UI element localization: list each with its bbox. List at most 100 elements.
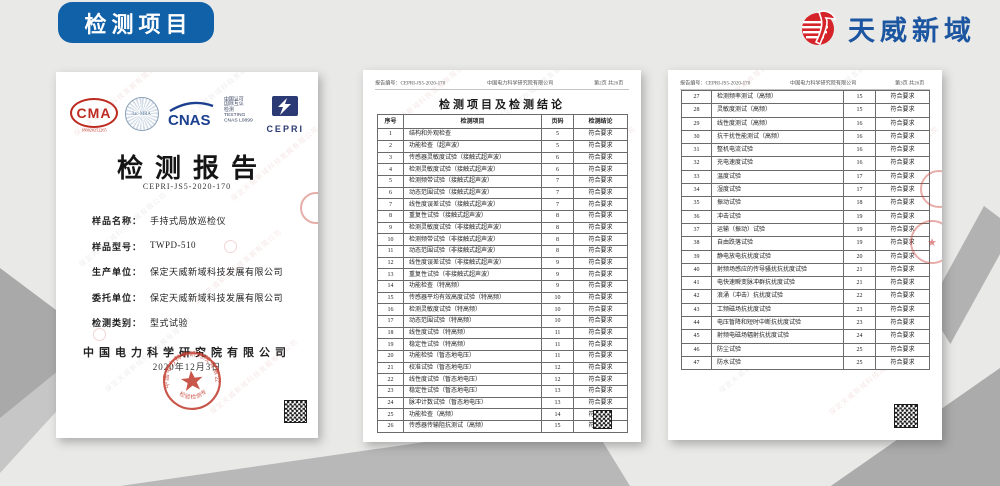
table-cell: 脉冲计数试验（暂态地电压） <box>403 396 542 410</box>
table-cell: 5 <box>541 128 574 141</box>
table-cell: 33 <box>681 169 712 185</box>
col-header-no: 序号 <box>377 113 404 130</box>
table-cell: 8 <box>541 233 574 247</box>
table-cell: 运输（振动）试验 <box>711 222 844 238</box>
paging-seal-icon <box>300 192 318 224</box>
table-cell: 37 <box>681 222 712 238</box>
table-cell: 35 <box>681 196 712 211</box>
table-cell: 动态范围试验（非接触式超声波） <box>403 245 542 258</box>
table-cell: 线性度试验（暂态地电压） <box>403 373 542 387</box>
field-value: 手持式局放巡检仪 <box>150 216 227 226</box>
table-cell: 38 <box>681 236 712 251</box>
table-cell: 抗干扰性能测试（高频） <box>711 129 844 145</box>
table-cell: 25 <box>843 342 876 357</box>
table-cell: 工频磁场抗扰度试验 <box>711 302 844 318</box>
table-row: 5 检测频带试验（接触式超声波） 7 符合要求 <box>377 174 628 188</box>
accred-line: CNAS L0899 <box>223 118 253 124</box>
table-cell: 符合要求 <box>875 316 930 331</box>
table-cell: 11 <box>541 338 574 352</box>
table-cell: 符合要求 <box>573 268 628 282</box>
field-label: 生产单位： <box>92 267 143 277</box>
table-cell: 重复性试验（接触式超声波） <box>403 210 542 223</box>
table-row: 10 检测频带试验（非接触式超声波） 8 符合要求 <box>377 233 628 247</box>
brand-name: 天威新域 <box>848 15 976 46</box>
official-stamp-icon: 中国电力科学研究院有限公司 检验检测专用章 <box>158 347 223 410</box>
cma-logo: CMA 180020252265 <box>70 98 118 134</box>
field-label: 样品型号： <box>92 241 143 252</box>
table-row: 3 传感器灵敏度试验（接触式超声波） 6 符合要求 <box>377 151 628 165</box>
table-cell: 符合要求 <box>573 396 628 410</box>
table-row: 36 冲击试验 19 符合要求 <box>681 209 930 224</box>
table-cell: 24 <box>843 329 876 344</box>
accreditation-text: 中国认可 国际互认 检测 TESTING CNAS L0899 <box>224 97 254 124</box>
table-row: 1 结构和外观检查 5 符合要求 <box>377 128 628 141</box>
table-cell: 8 <box>377 210 404 223</box>
table-cell: 静电放电抗扰度试验 <box>711 249 844 264</box>
table-cell: 15 <box>843 103 876 118</box>
field-value: 型式试验 <box>150 318 189 328</box>
header-page-info: 第3页 共26页 <box>895 81 925 87</box>
ilac-mra-text: ilac-MRA <box>131 111 152 117</box>
table-cell: 整机电流试验 <box>711 143 844 158</box>
table-cell: 充电速度试验 <box>711 156 844 171</box>
table-cell: 31 <box>681 143 712 158</box>
table-cell: 4 <box>377 163 404 176</box>
table-cell: 21 <box>843 262 876 278</box>
table-cell: 符合要求 <box>573 280 628 293</box>
table-row: 6 动态范围试验（接触式超声波） 7 符合要求 <box>377 186 628 200</box>
accred-line: TESTING <box>223 112 246 118</box>
table-row: 38 自由跌落试验 19 符合要求 <box>681 236 930 251</box>
table-cell: 射频电磁场辐射抗扰度试验 <box>711 329 844 344</box>
cnas-text: CNAS <box>168 112 211 129</box>
table-cell: 11 <box>541 350 574 363</box>
table-cell: 30 <box>681 129 712 145</box>
field-row: 样品型号： TWPD-510 <box>92 240 292 253</box>
table-row: 28 灵敏度测试（高频） 15 符合要求 <box>681 103 930 118</box>
table-cell: 10 <box>541 315 574 328</box>
field-row: 生产单位： 保定天威新域科技发展有限公司 <box>92 265 292 278</box>
report-cover-page: 保定天威新域科技发展有限公司 保定天威新域科技发展有限公司 保定天威新域科技发展有限… <box>56 72 318 438</box>
table-cell: 18 <box>377 326 404 340</box>
field-row: 检测类别： 型式试验 <box>92 316 292 329</box>
table-cell: 符合要求 <box>875 276 930 291</box>
table-cell: 线性度误差试验（接触式超声波） <box>403 198 542 211</box>
table-cell: 检测频率测试（高频） <box>711 89 844 105</box>
page-header: 报告编号：CEPRI-JS5-2020-170 中国电力科学研究院有限公司 第3… <box>680 78 930 90</box>
table-cell: 射频场感应的传导骚扰抗扰度试验 <box>711 262 844 278</box>
table-cell: 符合要求 <box>573 186 628 200</box>
report-title: 检测报告 <box>116 154 269 183</box>
table-cell: 符合要求 <box>573 338 628 352</box>
table-row: 39 静电放电抗扰度试验 20 符合要求 <box>681 249 930 264</box>
table-cell: 29 <box>681 116 712 131</box>
table-cell: 17 <box>843 169 876 185</box>
watermark-ring <box>223 240 237 254</box>
table-row: 4 检测灵敏度试验（接触式超声波） 6 符合要求 <box>377 163 628 176</box>
table-cell: 符合要求 <box>573 256 628 270</box>
accreditation-logo-row: CMA 180020252265 ilac-MRA CNAS 中国认可 国际互认… <box>70 92 304 142</box>
table-cell: 功能检验（暂态地电压） <box>403 350 542 363</box>
field-value: 保定天威新域科技发展有限公司 <box>150 292 284 303</box>
table-row: 27 检测频率测试（高频） 15 符合要求 <box>681 89 930 105</box>
table-cell: 15 <box>541 420 574 433</box>
table-cell: 43 <box>681 302 712 318</box>
table-cell: 19 <box>843 222 876 238</box>
table-cell: 46 <box>681 342 712 357</box>
table-cell: 12 <box>541 373 574 387</box>
field-value: TWPD-510 <box>150 239 196 250</box>
table-cell: 3 <box>377 151 404 165</box>
col-header-item: 检测项目 <box>403 113 542 130</box>
table-cell: 16 <box>843 116 876 131</box>
table-cell: 检测灵敏度试验（特高频） <box>403 303 542 317</box>
table-cell: 检测灵敏度试验（非接触式超声波） <box>403 221 542 235</box>
table-cell: 防尘试验 <box>711 342 844 357</box>
field-row: 委托单位： 保定天威新域科技发展有限公司 <box>92 291 292 304</box>
table-row: 19 稳定性试验（特高频） 11 符合要求 <box>377 338 628 352</box>
section-title-banner: 检测项目 <box>58 2 214 43</box>
table-cell: 1 <box>377 128 404 141</box>
table-cell: 振动试验 <box>711 196 844 211</box>
cepri-flag-icon <box>272 96 299 116</box>
table-cell: 8 <box>541 210 574 223</box>
table-cell: 21 <box>377 361 404 375</box>
table-cell: 符合要求 <box>573 198 628 211</box>
